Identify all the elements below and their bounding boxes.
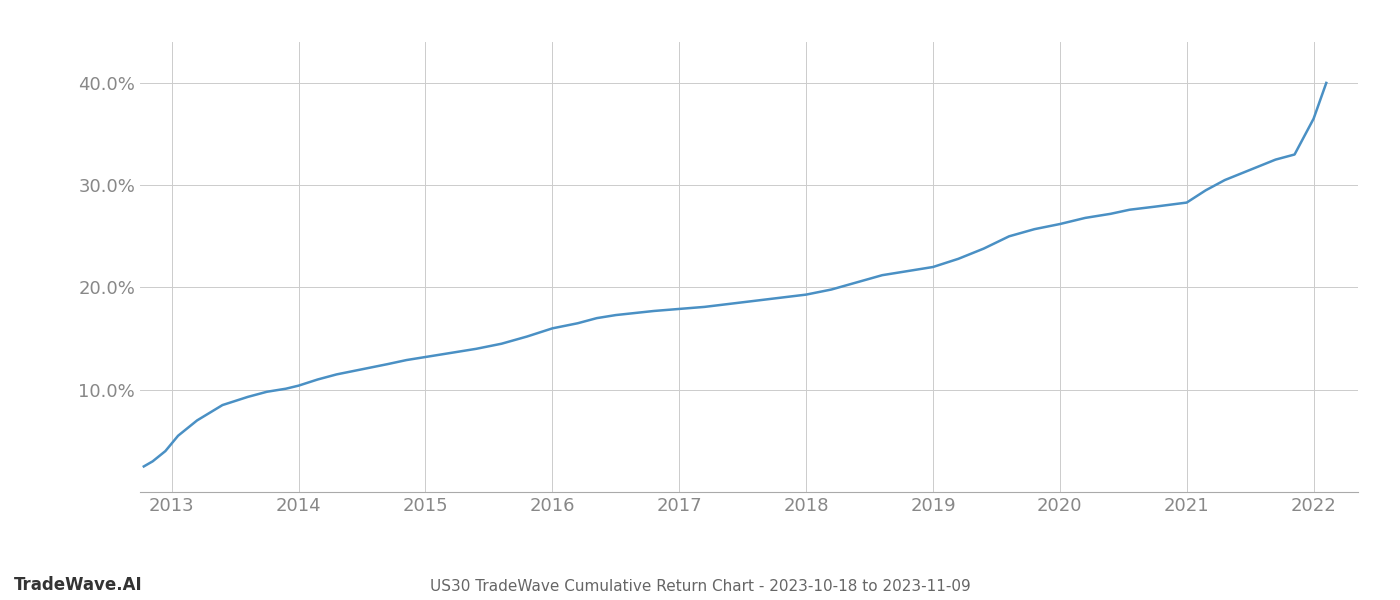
Text: TradeWave.AI: TradeWave.AI bbox=[14, 576, 143, 594]
Text: US30 TradeWave Cumulative Return Chart - 2023-10-18 to 2023-11-09: US30 TradeWave Cumulative Return Chart -… bbox=[430, 579, 970, 594]
